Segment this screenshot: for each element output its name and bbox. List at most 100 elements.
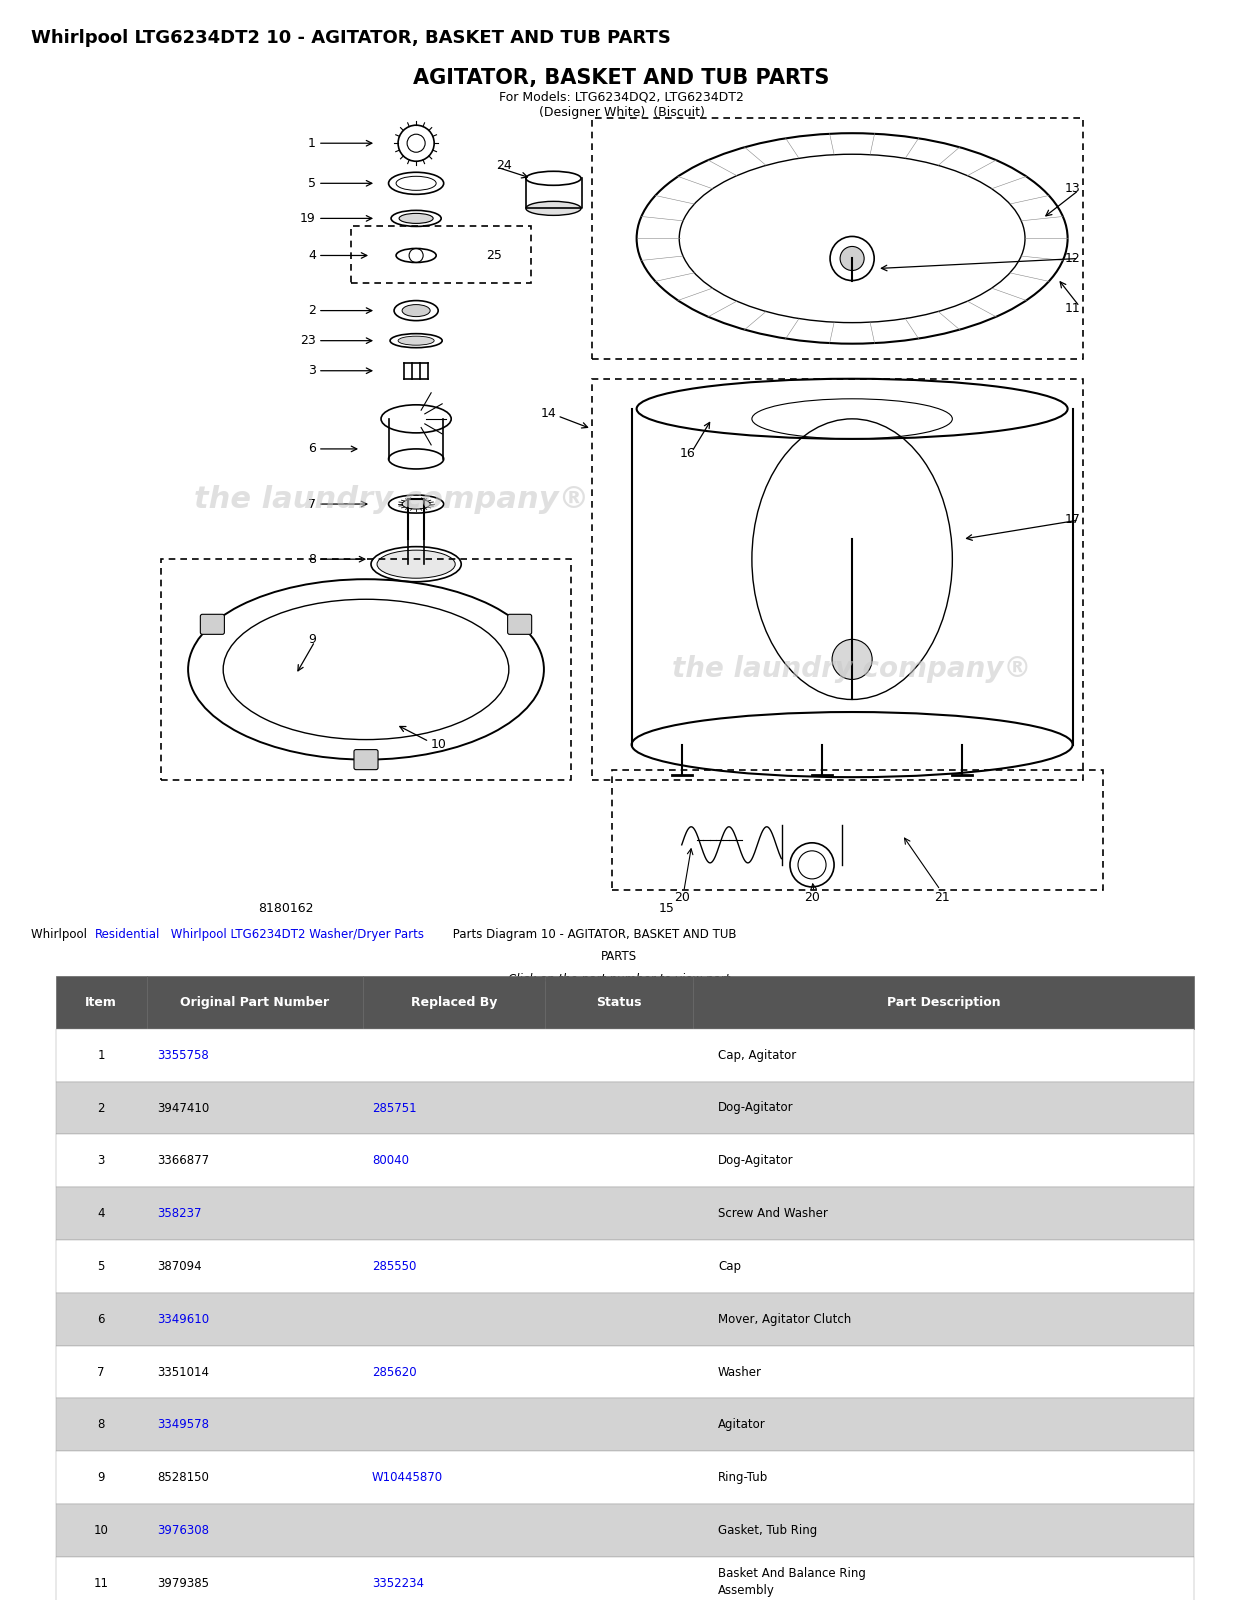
Text: AGITATOR, BASKET AND TUB PARTS: AGITATOR, BASKET AND TUB PARTS (413, 69, 830, 88)
Text: Basket And Balance Ring: Basket And Balance Ring (717, 1566, 866, 1581)
Text: Cap: Cap (717, 1259, 741, 1274)
Text: 3976308: 3976308 (157, 1523, 209, 1538)
Text: 8180162: 8180162 (259, 902, 313, 915)
Text: Whirlpool: Whirlpool (31, 928, 90, 941)
Text: 3355758: 3355758 (157, 1048, 209, 1062)
Text: PARTS: PARTS (600, 950, 637, 963)
Text: 3351014: 3351014 (157, 1365, 209, 1379)
Bar (591, 118, 1082, 358)
Text: 3349610: 3349610 (157, 1312, 209, 1326)
Text: 9: 9 (308, 634, 315, 646)
Ellipse shape (402, 499, 430, 509)
Text: 9: 9 (98, 1470, 105, 1485)
Text: Status: Status (596, 995, 642, 1010)
Circle shape (840, 246, 865, 270)
Text: Whirlpool LTG6234DT2 Washer/Dryer Parts: Whirlpool LTG6234DT2 Washer/Dryer Parts (167, 928, 424, 941)
Text: Assembly: Assembly (717, 1584, 774, 1597)
Text: 3979385: 3979385 (157, 1576, 209, 1590)
Text: Gasket, Tub Ring: Gasket, Tub Ring (717, 1523, 818, 1538)
Text: 20: 20 (804, 891, 820, 904)
Text: the laundry company®: the laundry company® (673, 656, 1032, 683)
Text: 80040: 80040 (372, 1154, 409, 1168)
Circle shape (833, 640, 872, 680)
Text: 3: 3 (98, 1154, 105, 1168)
Text: 15: 15 (659, 902, 674, 915)
Text: For Models: LTG6234DQ2, LTG6234DT2: For Models: LTG6234DQ2, LTG6234DT2 (500, 90, 743, 102)
Text: 10: 10 (94, 1523, 109, 1538)
Text: 285550: 285550 (372, 1259, 417, 1274)
Bar (56, 1557, 1194, 1600)
Text: 21: 21 (934, 891, 950, 904)
Text: 7: 7 (308, 498, 315, 510)
Text: 11: 11 (94, 1576, 109, 1590)
Bar (56, 1187, 1194, 1240)
Bar (693, 976, 1194, 1029)
Ellipse shape (398, 336, 434, 346)
Text: 23: 23 (301, 334, 315, 347)
Bar (362, 976, 546, 1029)
Text: 285751: 285751 (372, 1101, 417, 1115)
Text: Parts Diagram 10 - AGITATOR, BASKET AND TUB: Parts Diagram 10 - AGITATOR, BASKET AND … (449, 928, 736, 941)
Text: 11: 11 (1065, 302, 1081, 315)
Bar (56, 1134, 1194, 1187)
Text: 4: 4 (98, 1206, 105, 1221)
Text: 285620: 285620 (372, 1365, 417, 1379)
Ellipse shape (526, 202, 581, 216)
Bar (56, 1082, 1194, 1134)
Text: 10: 10 (432, 738, 447, 750)
FancyBboxPatch shape (354, 750, 379, 770)
Text: 1: 1 (98, 1048, 105, 1062)
Text: 12: 12 (1065, 251, 1081, 266)
Text: Click on the part number to view part: Click on the part number to view part (507, 973, 730, 986)
Ellipse shape (400, 213, 433, 224)
FancyBboxPatch shape (507, 614, 532, 634)
Text: Washer: Washer (717, 1365, 762, 1379)
Text: Screw And Washer: Screw And Washer (717, 1206, 828, 1221)
Bar (56, 1346, 1194, 1398)
Text: Cap, Agitator: Cap, Agitator (717, 1048, 797, 1062)
Bar (546, 976, 693, 1029)
Bar (56, 1240, 1194, 1293)
Text: 6: 6 (98, 1312, 105, 1326)
Ellipse shape (402, 304, 430, 317)
Bar (591, 379, 1082, 779)
Text: 8: 8 (98, 1418, 105, 1432)
Text: 14: 14 (541, 408, 557, 421)
Bar (56, 1029, 1194, 1082)
FancyBboxPatch shape (200, 614, 224, 634)
Text: 3947410: 3947410 (157, 1101, 210, 1115)
Text: 24: 24 (496, 158, 512, 171)
Text: Part Description: Part Description (887, 995, 1001, 1010)
Bar (351, 227, 532, 283)
Text: W10445870: W10445870 (372, 1470, 443, 1485)
Bar (147, 976, 362, 1029)
Text: (Designer White)  (Biscuit): (Designer White) (Biscuit) (538, 106, 705, 118)
Text: Agitator: Agitator (717, 1418, 766, 1432)
Text: 8528150: 8528150 (157, 1470, 209, 1485)
Text: 17: 17 (1065, 512, 1081, 525)
Text: the laundry company®: the laundry company® (193, 485, 589, 514)
Text: Residential: Residential (95, 928, 161, 941)
Text: 16: 16 (679, 448, 695, 461)
Bar (56, 1504, 1194, 1557)
Text: 3349578: 3349578 (157, 1418, 209, 1432)
Text: 3366877: 3366877 (157, 1154, 209, 1168)
Text: Replaced By: Replaced By (411, 995, 497, 1010)
Text: 19: 19 (301, 211, 315, 226)
Bar (56, 1451, 1194, 1504)
Bar (611, 770, 1102, 890)
Text: 1: 1 (308, 136, 315, 150)
Text: 6: 6 (308, 443, 315, 456)
Text: 358237: 358237 (157, 1206, 202, 1221)
Text: 5: 5 (98, 1259, 105, 1274)
Bar (161, 558, 571, 779)
Ellipse shape (377, 550, 455, 578)
Text: 2: 2 (98, 1101, 105, 1115)
Text: Dog-Agitator: Dog-Agitator (717, 1101, 794, 1115)
Text: Ring-Tub: Ring-Tub (717, 1470, 768, 1485)
Text: 25: 25 (486, 250, 502, 262)
Text: 7: 7 (98, 1365, 105, 1379)
Text: Dog-Agitator: Dog-Agitator (717, 1154, 794, 1168)
Text: 387094: 387094 (157, 1259, 202, 1274)
Text: Mover, Agitator Clutch: Mover, Agitator Clutch (717, 1312, 851, 1326)
